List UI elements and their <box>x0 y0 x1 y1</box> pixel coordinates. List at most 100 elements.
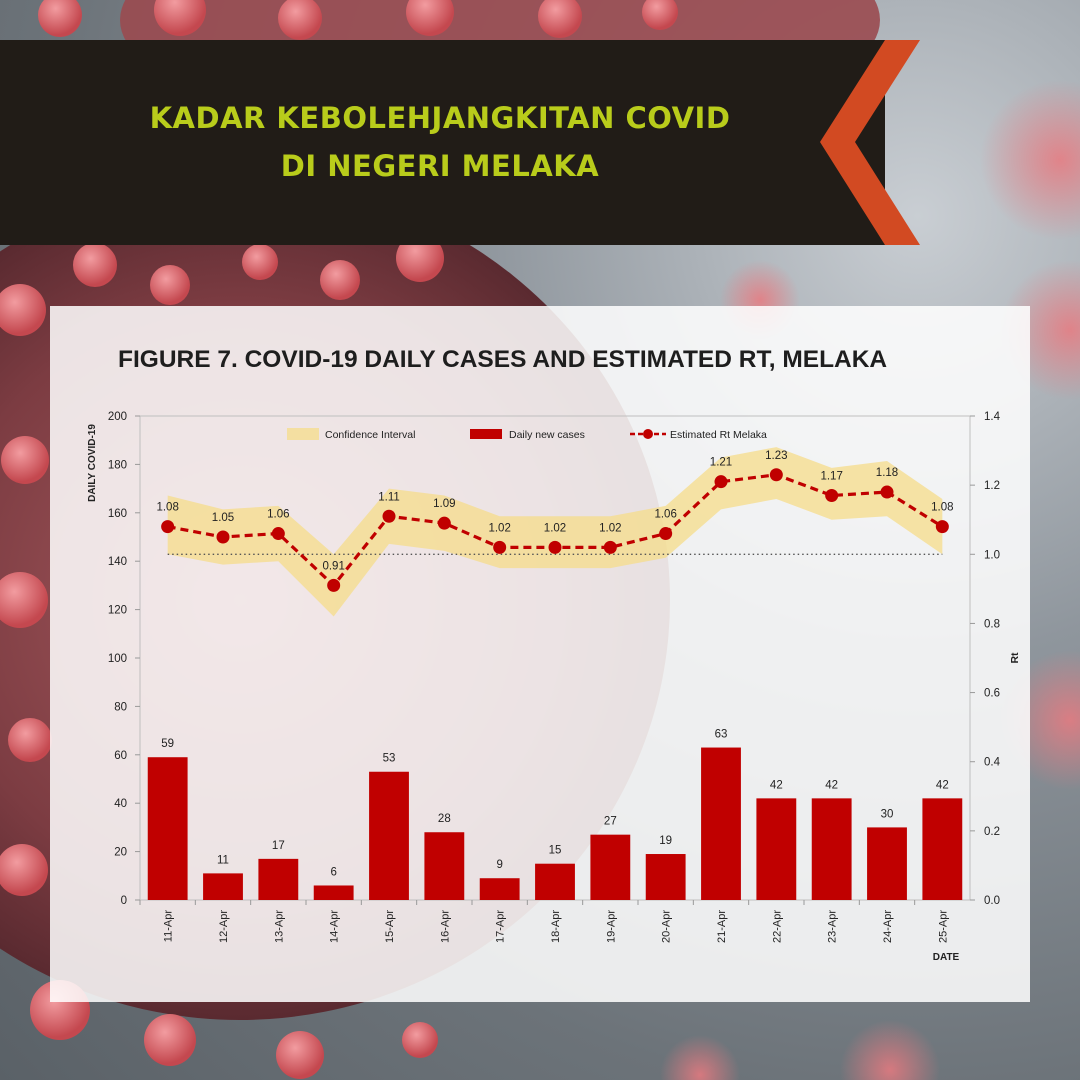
bar-daily-cases <box>867 827 907 900</box>
y-axis-tick-label: 160 <box>108 508 127 520</box>
x-axis-tick-label: 16-Apr <box>439 910 451 943</box>
bar-daily-cases <box>701 747 741 900</box>
y-axis-tick-label: 80 <box>114 701 127 713</box>
y2-axis-tick-label: 1.2 <box>984 480 1000 492</box>
y2-axis-tick-label: 1.0 <box>984 549 1000 561</box>
rt-data-label: 1.06 <box>654 509 676 521</box>
bar-data-label: 59 <box>161 738 174 750</box>
bar-data-label: 27 <box>604 816 617 828</box>
bar-daily-cases <box>424 832 465 900</box>
rt-data-point <box>382 509 396 523</box>
chevron-decoration-icon <box>820 40 920 245</box>
bar-daily-cases <box>203 873 243 900</box>
banner-title: KADAR KEBOLEHJANGKITAN COVID DI NEGERI M… <box>40 94 840 190</box>
x-axis-tick-label: 17-Apr <box>495 910 507 943</box>
rt-data-point <box>603 540 617 554</box>
legend-label-confidence-interval: Confidence Interval <box>325 429 415 441</box>
rt-data-point <box>825 489 839 503</box>
x-axis-tick-label: 22-Apr <box>771 910 783 943</box>
x-axis-tick-label: 25-Apr <box>937 910 949 943</box>
rt-data-point <box>659 527 673 541</box>
banner-title-line-1: KADAR KEBOLEHJANGKITAN COVID <box>149 101 731 135</box>
rt-data-label: 1.23 <box>765 450 787 462</box>
y-axis-tick-label: 0 <box>121 895 127 907</box>
y-axis-tick-label: 120 <box>108 605 127 617</box>
bar-data-label: 6 <box>330 866 336 878</box>
banner-title-line-2: DI NEGERI MELAKA <box>280 149 600 183</box>
rt-data-label: 1.18 <box>876 467 898 479</box>
x-axis-tick-label: 15-Apr <box>384 910 396 943</box>
rt-data-label: 1.17 <box>820 471 842 483</box>
bar-data-label: 17 <box>272 840 285 852</box>
x-axis-tick-label: 23-Apr <box>827 910 839 943</box>
rt-data-label: 1.02 <box>599 522 621 534</box>
x-axis-tick-label: 12-Apr <box>218 910 230 943</box>
bar-daily-cases <box>535 863 575 900</box>
bar-daily-cases <box>645 854 686 900</box>
bar-data-label: 42 <box>825 779 838 791</box>
bar-daily-cases <box>313 885 354 900</box>
rt-data-point <box>769 468 783 482</box>
chart-title: FIGURE 7. COVID-19 DAILY CASES AND ESTIM… <box>118 346 888 373</box>
bar-data-label: 28 <box>438 813 451 825</box>
x-axis-tick-label: 13-Apr <box>273 910 285 943</box>
rt-data-label: 1.21 <box>710 457 732 469</box>
bar-data-label: 42 <box>770 779 783 791</box>
x-axis-tick-label: 14-Apr <box>329 910 341 943</box>
bar-daily-cases <box>258 858 299 900</box>
x-axis-tick-label: 18-Apr <box>550 910 562 943</box>
rt-data-label: 1.05 <box>212 512 234 524</box>
bar-daily-cases <box>369 771 409 900</box>
legend-label-daily-cases: Daily new cases <box>509 429 585 441</box>
y-axis-tick-label: 40 <box>114 798 127 810</box>
y2-axis-label: Rt <box>1009 652 1021 664</box>
y-axis-label: DAILY COVID-19 <box>87 424 98 502</box>
bar-daily-cases <box>479 878 520 900</box>
rt-data-label: 1.11 <box>378 491 400 503</box>
bar-data-label: 9 <box>496 859 502 871</box>
rt-data-point <box>880 485 894 499</box>
bar-data-label: 19 <box>659 835 672 847</box>
x-axis-tick-label: 21-Apr <box>716 910 728 943</box>
x-axis-tick-label: 19-Apr <box>605 910 617 943</box>
rt-data-point <box>493 540 507 554</box>
bar-daily-cases <box>811 798 852 900</box>
rt-data-point <box>327 578 341 592</box>
x-axis-label: DATE <box>933 952 960 963</box>
rt-data-label: 1.08 <box>156 502 178 514</box>
bar-data-label: 15 <box>549 845 562 857</box>
y2-axis-tick-label: 1.4 <box>984 411 1001 423</box>
bar-data-label: 42 <box>936 779 949 791</box>
bar-daily-cases <box>147 757 188 900</box>
y2-axis-tick-label: 0.4 <box>984 757 1001 769</box>
rt-data-point <box>935 520 949 534</box>
x-axis-tick-label: 24-Apr <box>882 910 894 943</box>
legend-swatch-daily-cases <box>470 429 502 439</box>
rt-data-label: 1.02 <box>544 522 566 534</box>
bar-daily-cases <box>590 834 631 900</box>
y-axis-tick-label: 200 <box>108 411 127 423</box>
rt-data-label: 1.06 <box>267 509 289 521</box>
x-axis-tick-label: 11-Apr <box>163 910 175 943</box>
rt-data-label: 1.09 <box>433 498 455 510</box>
rt-data-point <box>714 475 728 489</box>
bar-daily-cases <box>756 798 797 900</box>
bar-daily-cases <box>922 798 963 900</box>
y2-axis-tick-label: 0.8 <box>984 618 1000 630</box>
bar-data-label: 30 <box>881 808 894 820</box>
y2-axis-tick-label: 0.2 <box>984 826 1000 838</box>
title-banner <box>0 40 885 245</box>
y-axis-tick-label: 60 <box>114 750 127 762</box>
legend-swatch-confidence-interval <box>287 428 319 440</box>
y-axis-tick-label: 140 <box>108 556 127 568</box>
rt-data-point <box>161 520 175 534</box>
y-axis-tick-label: 100 <box>108 653 127 665</box>
bar-data-label: 63 <box>715 729 728 741</box>
y2-axis-tick-label: 0.0 <box>984 895 1000 907</box>
rt-data-point <box>548 540 562 554</box>
rt-data-label: 1.02 <box>488 522 510 534</box>
bar-data-label: 53 <box>383 753 396 765</box>
legend-label-rt: Estimated Rt Melaka <box>670 429 767 441</box>
legend-swatch-rt-marker <box>643 429 653 439</box>
